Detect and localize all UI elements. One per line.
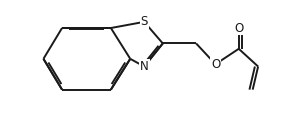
Text: S: S [141, 15, 148, 28]
Text: O: O [211, 58, 220, 71]
Text: O: O [234, 21, 243, 35]
Text: N: N [140, 60, 149, 73]
